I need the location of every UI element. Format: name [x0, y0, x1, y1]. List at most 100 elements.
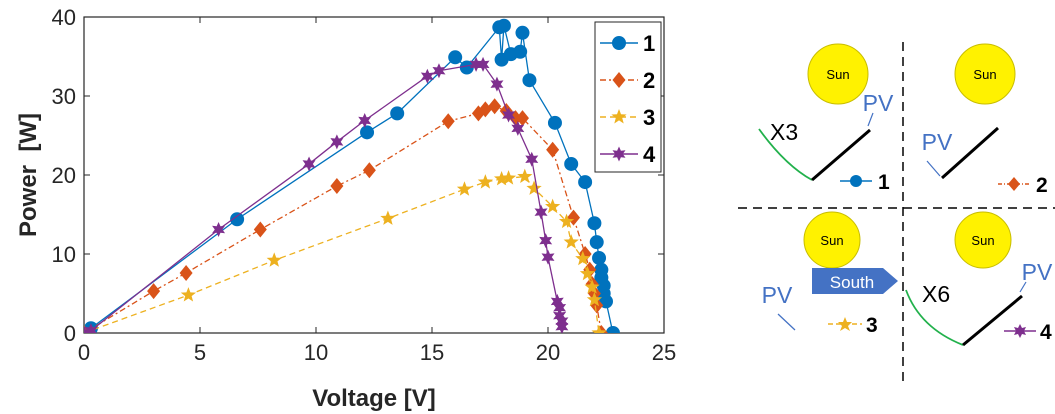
series-1: [84, 18, 620, 333]
data-point: [476, 56, 490, 72]
data-point: [360, 125, 375, 140]
data-point: [502, 107, 516, 123]
data-point: [511, 120, 525, 136]
y-tick-label: 10: [52, 242, 76, 267]
legend-label: 3: [643, 105, 655, 130]
data-point: [448, 50, 463, 65]
legend-label-3: 3: [866, 314, 878, 337]
data-point: [592, 250, 607, 265]
sun-label: Sun: [971, 233, 994, 248]
data-point: [526, 180, 542, 195]
data-point: [589, 235, 604, 250]
quadrant-1: Sun PV X3 1: [758, 43, 894, 194]
x-tick-label: 20: [536, 340, 560, 365]
legend-label-2: 2: [1036, 174, 1048, 197]
series-line-3: [84, 175, 600, 333]
data-point: [522, 73, 537, 88]
legend-box: [594, 21, 662, 173]
data-point: [432, 63, 446, 79]
x-tick-label: 5: [194, 340, 206, 365]
data-point: [456, 181, 473, 196]
series-line-2: [84, 105, 603, 333]
pv-panel: [811, 128, 871, 182]
tilt-label: X6: [922, 281, 950, 307]
sun-icon: [954, 43, 1016, 105]
x-tick-label: 0: [78, 340, 90, 365]
data-point: [541, 249, 555, 265]
data-point: [330, 178, 344, 195]
y-axis-label: Power [W]: [15, 113, 42, 237]
data-point: [147, 283, 161, 300]
chart-legend: 1 2 3 4: [594, 21, 662, 173]
data-point: [525, 151, 539, 167]
data-point: [179, 264, 193, 281]
data-point: [493, 170, 510, 186]
data-point: [553, 308, 567, 324]
sun-icon: [954, 211, 1012, 269]
data-point: [586, 291, 603, 307]
x-axis: 0 5 10 15 20 25: [78, 17, 676, 365]
line-chart: 0 5 10 15 20 25 0 10 20 30 40 Voltage [V] Power […: [15, 5, 676, 412]
data-point: [555, 319, 569, 333]
legend-marker-icon: [612, 36, 626, 50]
sun-label: Sun: [826, 67, 849, 82]
data-point: [358, 112, 372, 128]
data-point: [591, 325, 607, 333]
legend-marker-4-icon: [1014, 324, 1026, 338]
data-point: [575, 250, 591, 266]
pv-pointer: [926, 160, 941, 177]
quadrant-3: Sun South PV 3: [762, 211, 898, 337]
pv-panel: [941, 126, 999, 180]
data-point: [539, 233, 553, 249]
data-point: [441, 113, 455, 130]
x-axis-label: Voltage [V]: [312, 385, 436, 412]
x-tick-label: 15: [420, 340, 444, 365]
data-point: [266, 252, 282, 267]
pv-pointer: [867, 112, 874, 127]
legend-label: 4: [643, 142, 656, 167]
data-point: [546, 141, 560, 158]
data-point: [390, 106, 405, 121]
data-point: [420, 68, 434, 84]
ground-curve: [758, 128, 813, 181]
data-point: [564, 156, 579, 171]
series-layer: [84, 18, 620, 333]
direction-label: South: [830, 273, 874, 292]
data-point: [212, 222, 226, 238]
legend-marker-3-icon: [838, 317, 852, 331]
legend-marker-icon: [612, 72, 626, 88]
data-point: [534, 204, 548, 220]
pv-label: PV: [762, 282, 793, 308]
tilt-label: X3: [770, 119, 798, 145]
ground-curve: [905, 289, 964, 346]
quadrant-2: Sun PV 2: [922, 43, 1048, 197]
series-2: [84, 98, 608, 333]
data-point: [605, 326, 620, 333]
data-point: [587, 216, 602, 231]
south-arrow-icon: [812, 268, 898, 294]
legend-label-1: 1: [878, 171, 890, 194]
series-3: [84, 168, 607, 333]
y-tick-label: 20: [52, 163, 76, 188]
sun-label: Sun: [820, 233, 843, 248]
quadrant-4: Sun PV X6 4: [905, 211, 1053, 347]
data-point: [515, 110, 529, 127]
pv-panel: [777, 313, 796, 331]
data-point: [515, 25, 530, 40]
legend-marker-icon: [612, 146, 626, 162]
y-tick-label: 40: [52, 5, 76, 30]
data-point: [490, 76, 504, 92]
plot-area: [83, 16, 665, 334]
series-4: [84, 56, 569, 333]
legend-label: 2: [643, 68, 655, 93]
pv-panel: [962, 294, 1023, 347]
legend-marker-2-icon: [1008, 177, 1020, 191]
data-point: [362, 162, 376, 179]
data-point: [563, 234, 579, 249]
data-point: [478, 101, 492, 118]
data-point: [584, 279, 600, 294]
data-point: [253, 221, 267, 238]
legend-label-4: 4: [1040, 321, 1052, 344]
data-point: [469, 56, 483, 72]
